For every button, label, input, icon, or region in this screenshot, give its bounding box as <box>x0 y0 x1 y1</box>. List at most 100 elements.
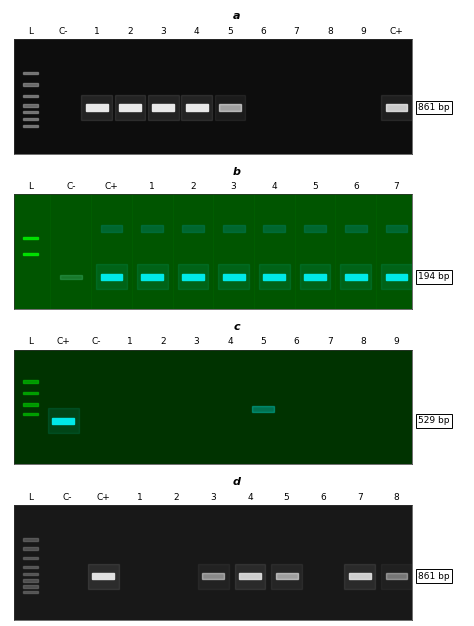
Bar <box>264 274 285 280</box>
Text: 4: 4 <box>247 493 253 502</box>
Text: C+: C+ <box>105 182 118 191</box>
Text: 2: 2 <box>127 27 133 36</box>
Text: L: L <box>27 182 33 191</box>
Bar <box>100 225 122 232</box>
Bar <box>100 274 122 280</box>
Text: 7: 7 <box>393 182 399 191</box>
Bar <box>23 83 38 86</box>
Bar <box>23 403 38 406</box>
Text: 8: 8 <box>360 337 366 347</box>
Bar <box>141 225 163 232</box>
Bar <box>88 563 118 589</box>
Text: 6: 6 <box>294 337 300 347</box>
Bar <box>275 573 298 579</box>
Text: C+: C+ <box>56 337 70 347</box>
Text: 861 bp: 861 bp <box>418 103 450 112</box>
Bar <box>304 225 326 232</box>
Bar <box>385 225 407 232</box>
Bar <box>92 573 114 579</box>
Bar <box>23 413 38 415</box>
Bar <box>271 563 302 589</box>
Text: 3: 3 <box>194 337 200 347</box>
Text: L: L <box>27 493 33 502</box>
Bar <box>60 275 82 279</box>
Bar <box>23 547 38 550</box>
Text: 861 bp: 861 bp <box>418 572 450 581</box>
Bar <box>23 573 38 575</box>
Text: 6: 6 <box>260 27 266 36</box>
Bar <box>215 95 245 120</box>
Bar <box>23 580 38 582</box>
Bar <box>345 225 367 232</box>
Text: 7: 7 <box>294 27 300 36</box>
Text: 9: 9 <box>393 337 399 347</box>
Text: 7: 7 <box>357 493 363 502</box>
Text: c: c <box>234 322 240 332</box>
Bar <box>186 105 208 111</box>
Bar <box>345 563 375 589</box>
Bar <box>385 274 407 280</box>
Text: 2: 2 <box>190 182 196 191</box>
Text: b: b <box>233 167 241 177</box>
Bar <box>23 557 38 559</box>
Bar <box>182 274 204 280</box>
Bar <box>23 253 38 255</box>
Text: 6: 6 <box>320 493 326 502</box>
Text: d: d <box>233 478 241 488</box>
Bar <box>385 105 407 111</box>
Text: 7: 7 <box>327 337 333 347</box>
Bar <box>96 264 127 289</box>
Bar <box>153 105 174 111</box>
Bar <box>264 225 285 232</box>
Bar <box>23 585 38 588</box>
Bar <box>381 264 412 289</box>
Bar <box>381 95 412 120</box>
Bar <box>219 105 241 111</box>
Bar <box>178 264 208 289</box>
Bar <box>239 573 261 579</box>
Bar <box>119 105 141 111</box>
Bar <box>86 105 108 111</box>
Text: L: L <box>27 337 33 347</box>
Bar <box>300 264 330 289</box>
Bar <box>252 406 274 413</box>
Bar <box>23 125 38 127</box>
Text: 3: 3 <box>210 493 216 502</box>
Text: 5: 5 <box>260 337 266 347</box>
Bar <box>23 118 38 120</box>
Bar <box>219 264 249 289</box>
Bar <box>137 264 168 289</box>
Bar <box>23 237 38 239</box>
Bar <box>235 563 265 589</box>
Bar <box>82 95 112 120</box>
Bar <box>345 274 367 280</box>
Bar <box>340 264 371 289</box>
Text: 1: 1 <box>94 27 100 36</box>
Text: C-: C- <box>59 27 68 36</box>
Bar <box>182 95 212 120</box>
Bar <box>198 563 228 589</box>
Bar <box>304 274 326 280</box>
Bar <box>23 104 38 106</box>
Bar <box>182 225 204 232</box>
Text: 2: 2 <box>161 337 166 347</box>
Bar <box>223 225 245 232</box>
Text: 5: 5 <box>312 182 318 191</box>
Bar <box>23 72 38 74</box>
Text: 2: 2 <box>174 493 180 502</box>
Text: 5: 5 <box>283 493 290 502</box>
Text: 6: 6 <box>353 182 359 191</box>
Text: a: a <box>233 11 241 21</box>
Bar <box>23 381 38 383</box>
Bar <box>141 274 163 280</box>
Bar <box>385 573 407 579</box>
Text: 529 bp: 529 bp <box>418 416 449 425</box>
Bar <box>23 111 38 113</box>
Text: L: L <box>27 27 33 36</box>
Text: 1: 1 <box>149 182 155 191</box>
Bar <box>259 264 290 289</box>
Text: C-: C- <box>62 493 72 502</box>
Bar <box>23 95 38 98</box>
Bar <box>148 95 179 120</box>
Bar <box>223 274 245 280</box>
